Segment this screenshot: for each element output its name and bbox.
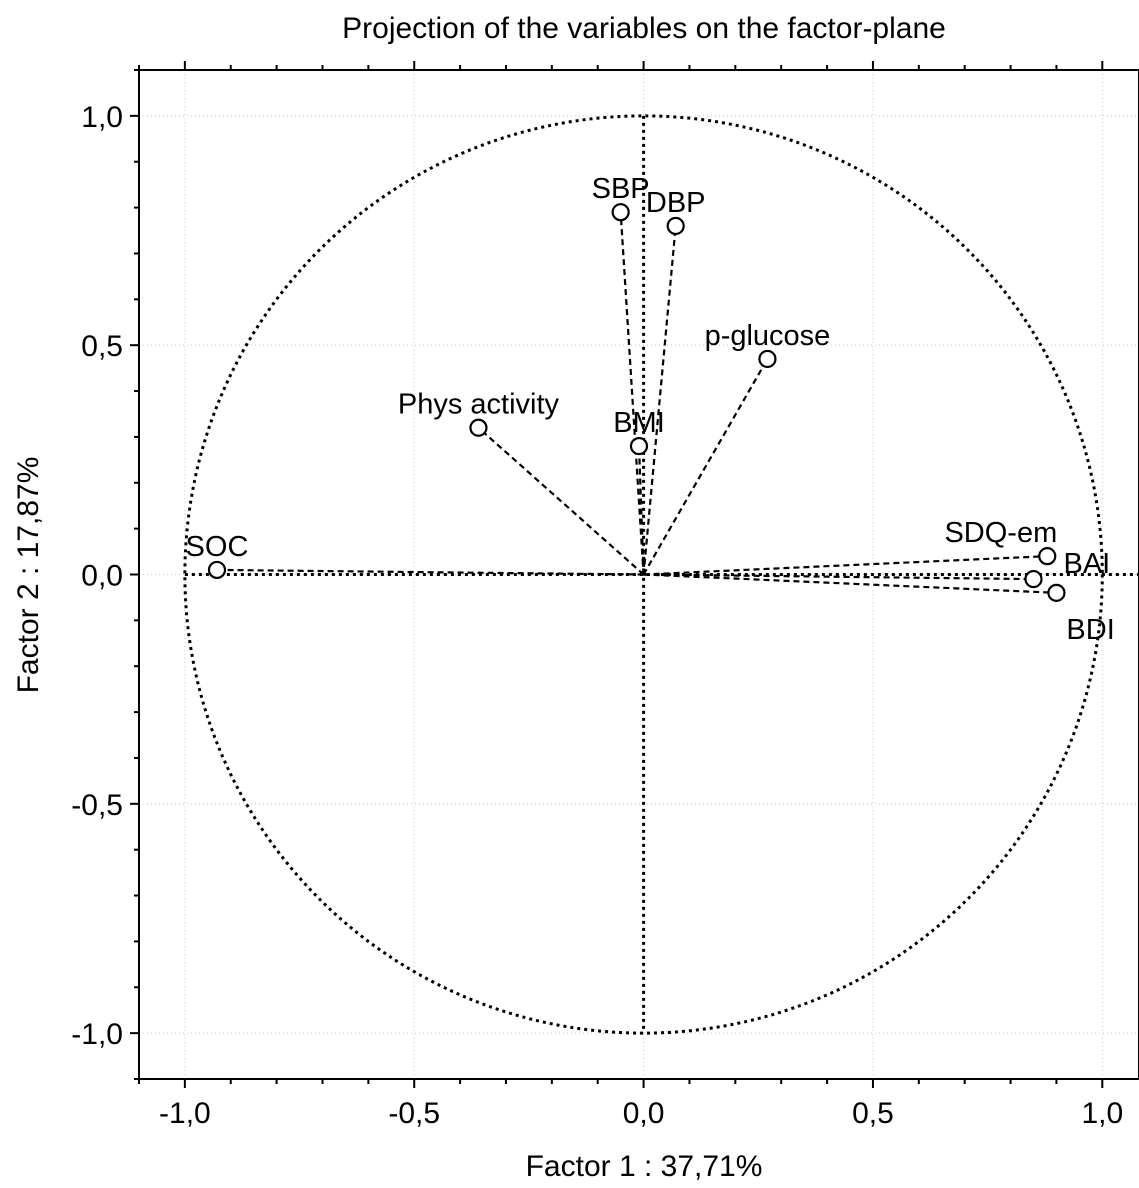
variable-point [1038,547,1057,566]
x-tick-label: 1,0 [1081,1097,1123,1130]
variable-label: SBP [592,173,650,205]
variable-label: BMI [613,407,665,439]
loading-vector [637,446,645,575]
variable-point [1047,583,1066,602]
variable-point [469,418,488,437]
loading-vector [643,573,1034,581]
variable-label: DBP [646,187,706,219]
variable-point [758,349,777,369]
x-tick-label: -1,0 [159,1097,211,1130]
variable-point [611,203,630,222]
chart-title: Projection of the variables on the facto… [342,12,946,45]
plot-frame [138,69,1139,1080]
loading-vector [477,426,645,576]
variable-point [666,216,685,236]
variable-label: SOC [186,531,249,563]
guide-layer [183,114,1139,1035]
variable-point [1024,569,1043,589]
y-tick-label: -1,0 [71,1018,123,1051]
loading-vector [642,358,769,576]
y-axis-label: Factor 2 : 17,87% [12,457,45,694]
x-tick-label: 0,5 [852,1097,894,1130]
variable-label: SDQ-em [944,517,1057,549]
y-tick-label: -0,5 [71,789,123,822]
loading-vector [642,225,677,575]
tick-layer: -1,0 -1,0 -0,5 -0,5 0,0 0,0 0,5 0,5 1,0 1,0 [71,61,1123,1130]
variable-point [207,560,227,580]
variable-point [629,436,649,456]
variable-label: BAI [1063,548,1110,580]
loading-vector [643,555,1048,576]
loading-vector [643,573,1057,594]
y-tick-label: 1,0 [81,101,123,134]
y-tick-label: 0,0 [81,560,123,593]
loading-vector [619,212,645,575]
loading-vector [216,568,644,576]
x-tick-label: 0,0 [623,1097,665,1130]
y-tick-label: 0,5 [81,330,123,363]
variable-label: Phys activity [398,389,560,421]
x-axis-label: Factor 1 : 37,71% [526,1150,763,1183]
variable-label: p-glucose [705,320,831,352]
vector-layer [216,212,1057,594]
x-tick-label: -0,5 [388,1097,440,1130]
variable-label: BDI [1066,614,1114,646]
